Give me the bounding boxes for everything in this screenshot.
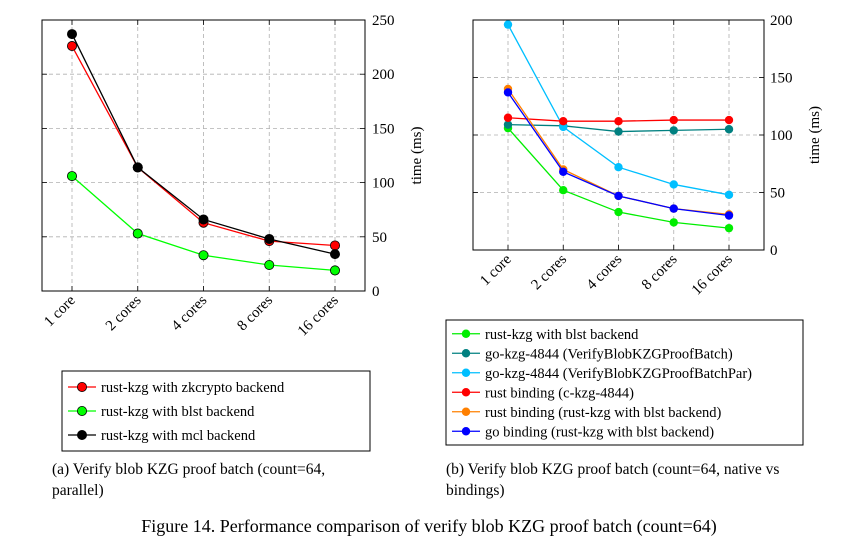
legend-marker xyxy=(461,368,471,377)
x-tick-label: 1 core xyxy=(41,292,79,330)
data-point xyxy=(329,240,340,251)
x-tick-label: 8 cores xyxy=(639,251,681,293)
y-tick-label: 100 xyxy=(770,128,793,144)
figure-caption: Figure 14. Performance comparison of ver… xyxy=(141,516,717,537)
y-tick-label: 50 xyxy=(372,230,387,246)
data-point xyxy=(503,20,513,29)
data-point xyxy=(559,117,568,126)
data-point xyxy=(724,211,734,220)
legend-label: rust-kzg with blst backend xyxy=(101,404,255,420)
y-tick-label: 0 xyxy=(770,243,778,259)
data-point xyxy=(614,163,623,172)
x-tick-label: 1 core xyxy=(477,251,515,289)
y-tick-label: 50 xyxy=(770,186,785,202)
data-point xyxy=(198,214,209,225)
data-point xyxy=(132,162,143,173)
legend-marker xyxy=(77,429,88,440)
data-point xyxy=(614,191,623,201)
data-point xyxy=(329,265,340,276)
legend-label: go-kzg-4844 (VerifyBlobKZGProofBatchPar) xyxy=(485,366,752,382)
data-point xyxy=(669,115,678,125)
legend-marker xyxy=(77,381,88,392)
data-point xyxy=(614,207,623,217)
chart-caption: (b) Verify blob KZG proof batch (count=6… xyxy=(446,461,779,499)
x-tick-label: 4 cores xyxy=(169,292,211,334)
legend-marker xyxy=(461,329,471,338)
data-point xyxy=(264,259,275,270)
legend-label: go binding (rust-kzg with blst backend) xyxy=(485,424,714,440)
x-tick-label: 8 cores xyxy=(234,292,276,334)
x-tick-label: 4 cores xyxy=(584,251,626,293)
legend-marker xyxy=(461,427,471,436)
legend-label: go-kzg-4844 (VerifyBlobKZGProofBatch) xyxy=(485,346,733,362)
data-point xyxy=(503,120,513,129)
legend-box xyxy=(61,370,371,452)
data-point xyxy=(669,218,678,227)
y-tick-label: 150 xyxy=(770,71,793,87)
x-tick-label: 16 cores xyxy=(689,251,736,298)
data-point xyxy=(503,113,513,122)
y-tick-label: 200 xyxy=(372,67,395,83)
chart-caption-line: parallel) xyxy=(52,482,104,499)
data-point xyxy=(67,171,78,182)
x-tick-label: 16 cores xyxy=(295,292,342,339)
chart-caption: (a) Verify blob KZG proof batch (count=6… xyxy=(52,461,325,499)
data-point xyxy=(67,29,78,40)
data-point xyxy=(503,88,513,97)
data-point xyxy=(614,127,623,136)
y-axis-label: time (ms) xyxy=(409,127,425,185)
data-point xyxy=(724,125,734,134)
y-tick-label: 200 xyxy=(770,13,793,29)
x-tick-label: 2 cores xyxy=(103,292,145,334)
data-point xyxy=(669,126,678,135)
data-point xyxy=(559,122,568,132)
legend-marker xyxy=(461,349,471,358)
chart-a: 0 50 100 150 200 250 1 core 2 cores 4 cores 8 cor… xyxy=(41,13,425,499)
data-point xyxy=(669,180,678,189)
data-point xyxy=(614,117,623,126)
legend-label: rust-kzg with zkcrypto backend xyxy=(101,380,285,396)
y-tick-label: 250 xyxy=(372,13,395,29)
chart-b: 0 50 100 150 200 1 core 2 cores 4 cores 8 cores 1… xyxy=(445,13,823,499)
chart-caption-line: (b) Verify blob KZG proof batch (count=6… xyxy=(446,461,779,478)
data-point xyxy=(724,223,734,233)
data-point xyxy=(724,115,734,125)
data-point xyxy=(264,233,275,244)
y-tick-label: 150 xyxy=(372,121,395,137)
y-tick-label: 0 xyxy=(372,284,380,300)
x-tick-label: 2 cores xyxy=(528,251,570,293)
legend-box xyxy=(445,319,804,446)
legend-label: rust binding (c-kzg-4844) xyxy=(485,385,634,401)
data-point xyxy=(132,228,143,239)
legend-marker xyxy=(461,407,471,416)
data-point xyxy=(559,186,568,195)
data-point xyxy=(198,250,209,261)
legend-marker xyxy=(461,388,471,397)
data-point xyxy=(669,204,678,213)
chart-caption-line: (a) Verify blob KZG proof batch (count=6… xyxy=(52,461,325,478)
legend-label: rust binding (rust-kzg with blst backend… xyxy=(485,405,722,421)
data-point xyxy=(329,249,340,260)
y-tick-label: 100 xyxy=(372,176,395,192)
data-point xyxy=(724,190,734,199)
legend-label: rust-kzg with blst backend xyxy=(485,327,639,343)
data-point xyxy=(67,41,78,52)
chart-caption-line: bindings) xyxy=(446,482,505,499)
legend-label: rust-kzg with mcl backend xyxy=(101,428,256,444)
y-axis-label: time (ms) xyxy=(807,106,823,164)
data-point xyxy=(559,167,568,176)
legend-marker xyxy=(77,405,88,416)
